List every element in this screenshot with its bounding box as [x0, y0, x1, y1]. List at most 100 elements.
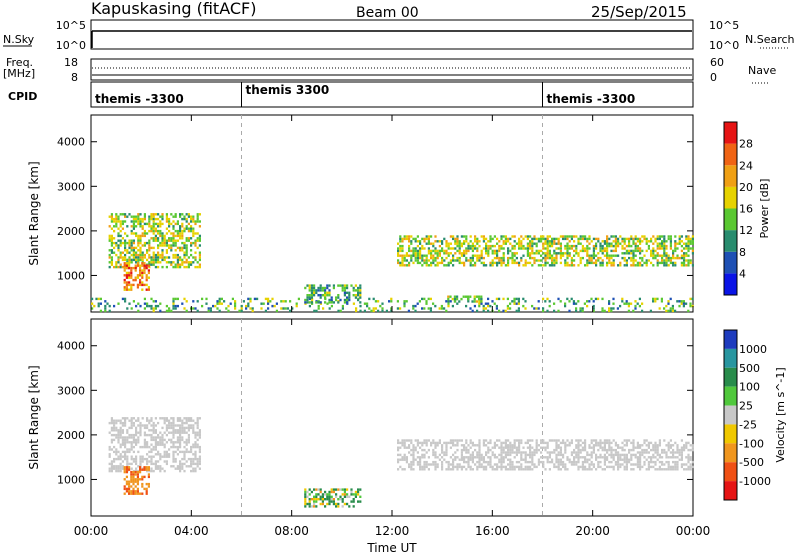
data-cell	[436, 261, 439, 265]
data-cell	[423, 254, 426, 257]
data-cell	[119, 457, 122, 461]
data-cell	[581, 307, 584, 310]
data-cell	[117, 256, 120, 259]
data-cell	[396, 307, 399, 310]
data-cell	[119, 469, 122, 473]
data-cell	[359, 304, 362, 308]
data-cell	[146, 445, 149, 449]
data-cell	[478, 444, 481, 447]
data-cell	[337, 284, 340, 287]
data-cell	[123, 487, 126, 491]
data-cell	[115, 215, 118, 218]
data-cell	[608, 441, 611, 445]
data-cell	[355, 309, 358, 313]
data-cell	[183, 421, 186, 425]
data-cell	[410, 441, 413, 445]
data-cell	[498, 439, 501, 442]
data-cell	[687, 453, 690, 457]
data-cell	[132, 256, 135, 259]
data-cell	[412, 453, 415, 457]
sky-left-tick-bottom: 10^0	[56, 39, 86, 52]
data-cell	[495, 297, 498, 301]
data-cell	[546, 261, 549, 265]
data-cell	[146, 433, 149, 437]
data-cell	[564, 446, 567, 449]
data-cell	[581, 465, 584, 469]
data-cell	[196, 424, 199, 427]
data-cell	[179, 246, 182, 250]
data-cell	[656, 448, 659, 452]
data-cell	[172, 426, 175, 430]
data-cell	[152, 256, 155, 259]
data-cell	[509, 458, 512, 461]
data-cell	[454, 240, 457, 243]
data-cell	[146, 419, 149, 422]
data-cell	[669, 240, 672, 243]
data-cell	[134, 269, 137, 272]
data-cell	[181, 213, 184, 216]
data-cell	[159, 244, 162, 247]
data-cell	[617, 460, 620, 464]
data-cell	[537, 240, 540, 243]
data-cell	[520, 242, 523, 245]
data-cell	[159, 455, 162, 458]
data-cell	[363, 302, 366, 305]
data-cell	[139, 424, 142, 427]
data-cell	[641, 444, 644, 447]
data-cell	[168, 244, 171, 247]
data-cell	[498, 458, 501, 461]
data-cell	[136, 492, 139, 495]
data-cell	[678, 235, 681, 238]
data-cell	[335, 505, 338, 508]
data-cell	[192, 419, 195, 422]
data-cell	[152, 426, 155, 430]
data-cell	[377, 309, 380, 313]
data-cell	[553, 261, 556, 265]
data-cell	[135, 419, 138, 422]
data-cell	[507, 264, 510, 267]
data-cell	[478, 465, 481, 469]
data-cell	[124, 232, 127, 235]
data-cell	[643, 456, 646, 459]
data-cell	[170, 431, 173, 434]
data-cell	[194, 251, 197, 254]
data-cell	[115, 421, 118, 425]
data-cell	[551, 244, 554, 248]
data-cell	[165, 426, 168, 430]
data-cell	[656, 237, 659, 241]
data-cell	[207, 309, 210, 313]
data-cell	[663, 240, 666, 243]
data-cell	[194, 445, 197, 449]
data-cell	[132, 482, 135, 486]
data-cell	[176, 429, 179, 432]
data-cell	[669, 256, 672, 260]
data-cell	[542, 463, 545, 466]
data-cell	[491, 252, 494, 255]
data-cell	[185, 441, 188, 444]
data-cell	[606, 465, 609, 469]
data-cell	[619, 463, 622, 466]
data-cell	[427, 264, 430, 267]
data-cell	[645, 249, 648, 253]
data-cell	[498, 446, 501, 449]
data-cell	[445, 240, 448, 243]
data-cell	[187, 438, 190, 442]
data-cell	[128, 302, 131, 305]
data-cell	[321, 502, 324, 506]
data-cell	[685, 252, 688, 255]
data-cell	[511, 254, 514, 257]
data-cell	[590, 456, 593, 459]
data-cell	[460, 297, 463, 301]
data-cell	[524, 261, 527, 265]
data-cell	[502, 309, 505, 313]
data-cell	[621, 237, 624, 241]
data-cell	[168, 220, 171, 223]
data-cell	[128, 441, 131, 444]
data-cell	[647, 247, 650, 250]
data-cell	[678, 448, 681, 452]
data-cell	[674, 463, 677, 466]
data-cell	[339, 495, 342, 498]
data-cell	[113, 460, 116, 463]
data-cell	[449, 242, 452, 245]
data-cell	[687, 264, 690, 267]
